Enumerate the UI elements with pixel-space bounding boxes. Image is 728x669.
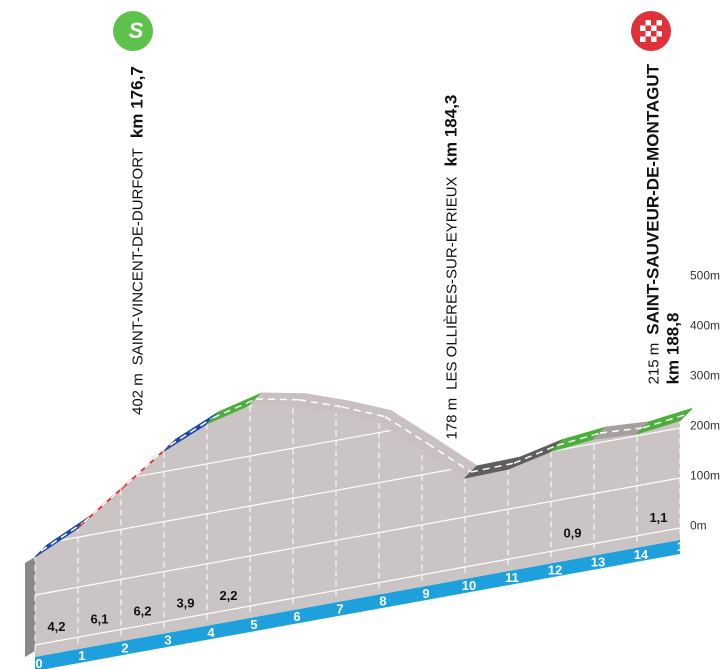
road-dash xyxy=(83,483,128,523)
road-segment xyxy=(636,408,693,435)
road-dash xyxy=(427,443,472,473)
gradient-label: 1,1 xyxy=(649,510,667,525)
x-tick-label: 5 xyxy=(250,617,257,632)
y-tick-label: 200m xyxy=(690,419,720,433)
road-dash xyxy=(513,444,558,464)
x-tick-label: 15 xyxy=(677,539,691,554)
x-tick-label: 2 xyxy=(121,640,128,655)
x-tick-label: 0 xyxy=(35,656,42,669)
finish-icon xyxy=(631,11,671,51)
grid-line xyxy=(35,477,680,596)
annotation-place: SAINT-VINCENT-DE-DURFORT xyxy=(130,148,147,365)
x-tick-label: 7 xyxy=(336,601,343,616)
x-tick-label: 8 xyxy=(379,594,386,609)
x-tick-label: 13 xyxy=(591,555,605,570)
side-face xyxy=(25,557,35,657)
annotation: 178 m LES OLLIÈRES-SUR-EYRIEUX km 184,3 xyxy=(441,95,460,440)
road-dash xyxy=(341,406,386,418)
grid-line xyxy=(35,427,680,546)
annotation: 402 m SAINT-VINCENT-DE-DURFORT km 176,7 xyxy=(128,66,147,415)
annotation-place: LES OLLIÈRES-SUR-EYRIEUX xyxy=(443,176,460,389)
road-dash xyxy=(40,521,85,552)
x-tick-label: 9 xyxy=(422,586,429,601)
gradient-label: 2,2 xyxy=(219,588,237,603)
road-dash xyxy=(169,417,214,446)
x-tick-label: 3 xyxy=(164,633,171,648)
grid-line xyxy=(35,527,680,646)
road-dash xyxy=(126,444,171,485)
gradient-label: 4,2 xyxy=(47,619,65,634)
road-dash xyxy=(599,427,644,434)
road-dash xyxy=(556,432,601,447)
annotation-altitude: 178 m xyxy=(443,398,460,440)
gradient-label: 6,2 xyxy=(133,604,151,619)
svg-text:S: S xyxy=(129,18,144,43)
x-tick-label: 6 xyxy=(293,609,300,624)
annotation-km: km 184,3 xyxy=(441,95,460,167)
x-tick-label: 1 xyxy=(78,648,85,663)
start-icon: S xyxy=(113,11,153,51)
x-tick-label: 10 xyxy=(462,578,476,593)
km-ruler xyxy=(35,540,680,669)
road-dash xyxy=(470,462,515,473)
y-tick-label: 500m xyxy=(690,269,720,283)
road-dash xyxy=(298,398,343,408)
x-tick-label: 14 xyxy=(634,547,649,562)
gradient-label: 6,1 xyxy=(90,611,108,626)
annotation-place: SAINT-SAUVEUR-DE-MONTAGUT xyxy=(644,63,663,334)
gradient-label: 3,9 xyxy=(176,596,194,611)
annotation: 215 m SAINT-SAUVEUR-DE-MONTAGUTkm 188,8 xyxy=(644,63,683,384)
grid-line xyxy=(35,405,680,496)
road-dash xyxy=(212,398,257,419)
road-dash xyxy=(642,413,687,429)
x-tick-label: 11 xyxy=(505,570,519,585)
y-tick-label: 100m xyxy=(690,469,720,483)
x-tick-label: 4 xyxy=(207,625,215,640)
annotation-altitude: 402 m xyxy=(130,373,147,415)
y-tick-label: 400m xyxy=(690,319,720,333)
x-tick-label: 12 xyxy=(548,562,562,577)
gradient-label: 0,9 xyxy=(563,526,581,541)
annotation-altitude: 215 m xyxy=(646,343,663,385)
road-dash xyxy=(384,415,429,445)
annotation-km: km 188,8 xyxy=(664,313,683,385)
annotation-km: km 176,7 xyxy=(128,66,147,138)
y-tick-label: 0m xyxy=(690,519,707,533)
y-tick-label: 300m xyxy=(690,369,720,383)
profile-area xyxy=(35,405,680,657)
